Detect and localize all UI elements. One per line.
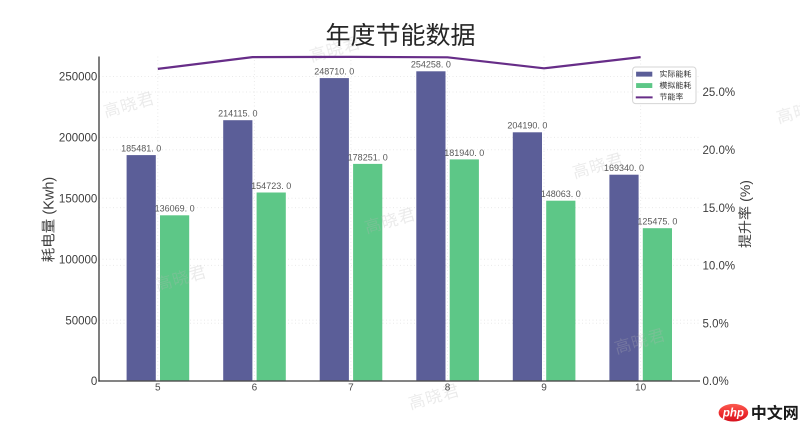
svg-text:150000: 150000 [59, 194, 97, 206]
svg-text:148063. 0: 148063. 0 [541, 189, 581, 199]
svg-text:254258. 0: 254258. 0 [411, 60, 451, 70]
svg-text:204190. 0: 204190. 0 [507, 121, 547, 131]
svg-text:248710. 0: 248710. 0 [314, 67, 354, 77]
svg-text:125475. 0: 125475. 0 [637, 217, 677, 227]
svg-text:15.0%: 15.0% [703, 203, 736, 215]
svg-text:250000: 250000 [59, 72, 97, 84]
svg-text:8: 8 [445, 382, 451, 393]
svg-text:50000: 50000 [65, 315, 97, 327]
svg-text:20.0%: 20.0% [703, 145, 736, 157]
svg-text:(%): (%) [737, 180, 753, 202]
svg-text:0: 0 [91, 376, 97, 388]
svg-text:154723. 0: 154723. 0 [251, 181, 291, 191]
svg-text:10.0%: 10.0% [703, 261, 736, 273]
svg-text:136069. 0: 136069. 0 [155, 204, 195, 214]
svg-text:178251. 0: 178251. 0 [348, 152, 388, 162]
svg-text:0.0%: 0.0% [703, 376, 729, 388]
svg-text:185481. 0: 185481. 0 [121, 144, 161, 154]
svg-text:169340. 0: 169340. 0 [604, 163, 644, 173]
svg-text:200000: 200000 [59, 133, 97, 145]
svg-text:9: 9 [541, 382, 547, 393]
svg-text:php: php [722, 408, 744, 420]
svg-text:(Kwh): (Kwh) [42, 177, 58, 215]
svg-text:25.0%: 25.0% [703, 87, 736, 99]
svg-text:7: 7 [348, 382, 354, 393]
svg-text:6: 6 [252, 382, 258, 393]
svg-text:5.0%: 5.0% [703, 318, 729, 330]
svg-text:5: 5 [155, 382, 161, 393]
svg-text:10: 10 [635, 382, 647, 393]
svg-text:214115. 0: 214115. 0 [218, 109, 257, 119]
svg-text:181940. 0: 181940. 0 [444, 148, 484, 158]
svg-text:100000: 100000 [59, 254, 97, 266]
